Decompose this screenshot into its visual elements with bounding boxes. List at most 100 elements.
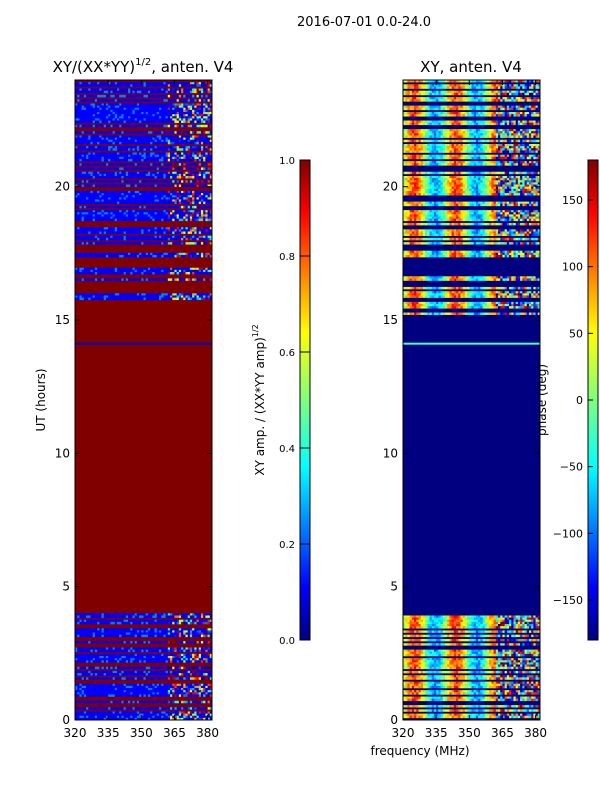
heatmap-cell [90,180,93,183]
heatmap-cell [101,621,105,625]
heatmap-cell [154,146,158,149]
heatmap-cell [187,278,191,281]
heatmap-cell [143,195,147,198]
heatmap-cell [161,212,164,215]
heatmap-cell [108,641,111,644]
heatmap-cell [189,135,193,138]
heatmap-cell [130,163,133,166]
heatmap-cell [192,197,195,200]
heatmap-cell [203,237,206,241]
heatmap-cell [92,163,96,166]
heatmap-cell [77,216,80,219]
heatmap-cell [121,621,124,625]
heatmap-cell [86,107,89,111]
heatmap-cell [207,131,211,134]
heatmap-cell [170,146,173,149]
heatmap-cell [125,199,129,202]
heatmap-cell [75,615,78,618]
heatmap-cell [103,103,107,106]
heatmap-cell [136,114,140,117]
heatmap-cell [108,297,111,301]
heatmap-cell [205,632,208,635]
heatmap-cell [99,171,102,175]
heatmap-cell [79,218,82,222]
heatmap-cell [114,619,118,623]
heatmap-cell [90,88,93,91]
heatmap-cell [147,673,151,676]
heatmap-cell [139,163,142,166]
heatmap-cell [128,216,131,219]
heatmap-cell [139,237,142,241]
heatmap-cell [97,666,100,670]
heatmap-cell [132,666,135,670]
heatmap-cell [103,82,107,85]
heatmap-cell [92,141,96,145]
heatmap-cell [130,137,133,141]
heatmap-cell [172,212,175,215]
heatmap-cell [203,210,206,213]
heatmap-cell [189,120,193,123]
heatmap-cell [108,269,111,273]
heatmap-cell [161,184,164,187]
heatmap-cell [141,114,144,117]
heatmap-cell [114,632,118,635]
heatmap-cell [154,163,158,166]
heatmap-cell [114,673,118,676]
heatmap-cell [108,242,111,245]
heatmap-cell [86,621,89,625]
heatmap-cell [150,272,153,275]
heatmap-cell [75,297,78,301]
heatmap-cell [134,216,138,219]
heatmap-cell [83,197,87,200]
heatmap-cell [200,216,204,219]
heatmap-cell [101,131,105,134]
heatmap-cell [88,673,91,676]
heatmap-cell [92,666,96,670]
heatmap-cell [156,88,160,91]
heatmap-cell [143,154,147,158]
heatmap-cell [161,152,164,155]
heatmap-cell [187,210,191,213]
heatmap-cell [119,118,122,121]
heatmap-cell [209,154,212,158]
heatmap-cell [207,237,211,241]
heatmap-cell [99,184,102,187]
heatmap-cell [196,141,200,145]
heatmap-cell [145,653,149,657]
heatmap-cell [163,190,166,194]
heatmap-cell [196,148,200,151]
heatmap-cell [130,683,133,687]
heatmap-cell [170,666,173,670]
heatmap-cell [161,199,164,202]
heatmap-cell [90,199,93,202]
heatmap-cell [176,118,180,121]
heatmap-cell [170,634,173,638]
heatmap-cell [114,154,118,158]
heatmap-cell [196,82,200,85]
heatmap-cell [143,148,147,151]
heatmap-cell [154,118,158,121]
heatmap-cell [112,621,116,625]
heatmap-cell [88,214,91,217]
heatmap-cell [92,216,96,219]
heatmap-cell [132,237,135,241]
heatmap-cell [108,94,111,98]
heatmap-cell [83,613,87,616]
heatmap-cell [174,619,177,623]
heatmap-cell [101,84,105,87]
heatmap-cell [141,195,144,198]
heatmap-cell [103,114,107,117]
heatmap-cell [150,193,153,196]
heatmap-cell [81,201,85,205]
heatmap-cell [83,163,87,166]
heatmap-cell [205,216,208,219]
heatmap-cell [99,632,102,635]
heatmap-cell [209,254,212,258]
heatmap-cell [183,641,186,644]
heatmap-cell [123,146,127,149]
heatmap-cell [203,649,206,653]
heatmap-cell [123,107,127,111]
heatmap-cell [112,84,116,87]
heatmap-cell [145,180,149,183]
heatmap-cell [134,199,138,202]
